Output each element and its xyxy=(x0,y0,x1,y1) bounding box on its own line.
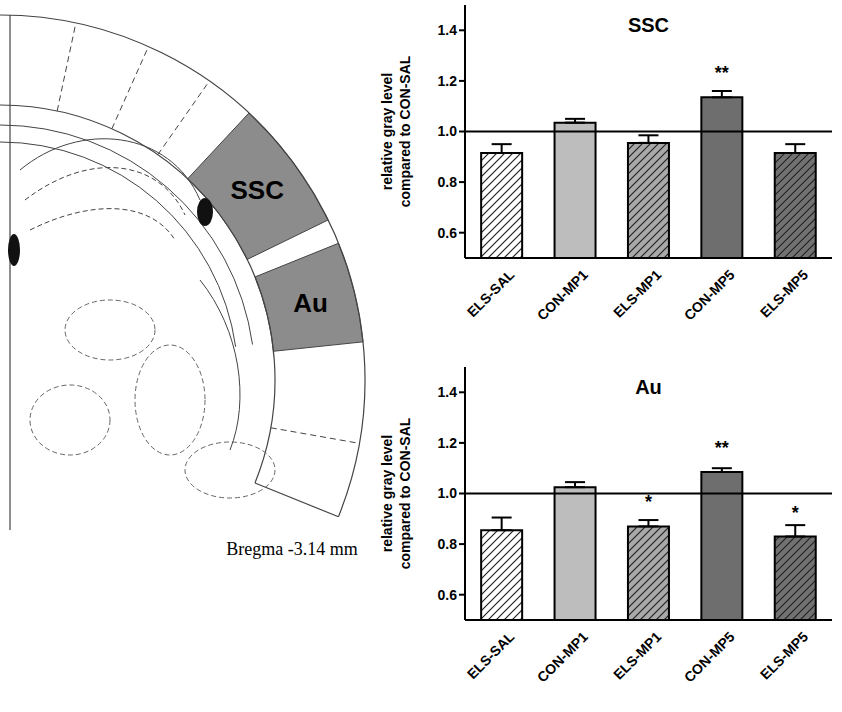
svg-text:compared to CON-SAL: compared to CON-SAL xyxy=(397,55,413,207)
svg-text:0.8: 0.8 xyxy=(438,536,458,552)
svg-text:1.2: 1.2 xyxy=(438,73,458,89)
svg-text:ELS-MP1: ELS-MP1 xyxy=(610,266,664,320)
svg-text:ELS-SAL: ELS-SAL xyxy=(464,628,518,682)
svg-text:CON-MP5: CON-MP5 xyxy=(681,628,738,685)
svg-text:Au: Au xyxy=(293,288,328,318)
svg-text:relative gray level: relative gray level xyxy=(379,435,395,553)
svg-text:0.6: 0.6 xyxy=(438,225,458,241)
svg-text:CON-MP5: CON-MP5 xyxy=(681,266,738,323)
svg-text:1.0: 1.0 xyxy=(438,123,458,139)
svg-text:**: ** xyxy=(715,438,729,458)
svg-text:ELS-MP1: ELS-MP1 xyxy=(610,628,664,682)
svg-text:0.6: 0.6 xyxy=(438,587,458,603)
svg-text:Bregma -3.14 mm: Bregma -3.14 mm xyxy=(226,539,357,559)
svg-text:CON-MP1: CON-MP1 xyxy=(534,628,591,685)
svg-text:ELS-MP5: ELS-MP5 xyxy=(757,266,811,320)
svg-text:*: * xyxy=(792,503,799,523)
html-text:Au: Au xyxy=(635,376,662,398)
svg-text:1.4: 1.4 xyxy=(438,384,458,400)
svg-text:1.0: 1.0 xyxy=(438,485,458,501)
svg-text:ELS-SAL: ELS-SAL xyxy=(464,266,518,320)
svg-text:1.2: 1.2 xyxy=(438,435,458,451)
svg-text:SSC: SSC xyxy=(230,175,284,205)
svg-text:relative gray level: relative gray level xyxy=(379,73,395,191)
svg-text:**: ** xyxy=(715,63,729,83)
svg-text:compared to CON-SAL: compared to CON-SAL xyxy=(397,417,413,569)
svg-text:0.8: 0.8 xyxy=(438,174,458,190)
svg-text:CON-MP1: CON-MP1 xyxy=(534,266,591,323)
svg-text:1.4: 1.4 xyxy=(438,22,458,38)
svg-text:*: * xyxy=(645,492,652,512)
svg-text:ELS-MP5: ELS-MP5 xyxy=(757,628,811,682)
html-text:SSC: SSC xyxy=(627,14,670,36)
